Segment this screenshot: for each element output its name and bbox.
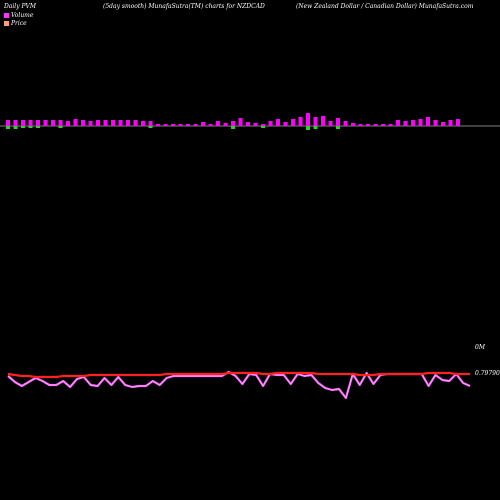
volume-bar xyxy=(186,124,190,126)
volume-value-label: 0M xyxy=(475,344,486,351)
volume-bar xyxy=(13,120,18,126)
legend-volume-label: Volume xyxy=(11,12,34,19)
volume-bar xyxy=(156,124,160,126)
volume-bar xyxy=(51,120,55,126)
volume-bar-down xyxy=(306,126,310,130)
volume-bar xyxy=(81,120,85,126)
volume-bar xyxy=(291,119,295,126)
volume-bar xyxy=(118,120,123,126)
legend-price-label: Price xyxy=(11,20,27,27)
volume-bar xyxy=(321,116,325,126)
volume-bar-down xyxy=(336,126,340,129)
volume-bar xyxy=(21,120,25,126)
volume-bar xyxy=(148,121,153,126)
volume-bar xyxy=(433,120,438,126)
chart-type-label: Daily PVM xyxy=(4,3,37,10)
volume-bar-down xyxy=(36,126,40,128)
chart-source: (New Zealand Dollar / Canadian Dollar) M… xyxy=(296,3,474,10)
volume-bar xyxy=(358,124,363,126)
volume-bar xyxy=(88,121,93,126)
volume-bar-down xyxy=(28,126,33,128)
volume-bar xyxy=(261,124,265,126)
volume-bar xyxy=(351,123,355,126)
volume-bar xyxy=(366,124,370,126)
legend-volume: Volume xyxy=(4,12,33,19)
volume-bar xyxy=(373,124,378,126)
volume-bar xyxy=(133,120,138,126)
volume-bar xyxy=(283,122,288,126)
volume-bar xyxy=(66,121,70,126)
volume-bar xyxy=(426,117,430,126)
volume-bar xyxy=(388,124,393,126)
volume-bar xyxy=(6,120,10,126)
volume-bar xyxy=(163,124,168,126)
volume-bar xyxy=(238,118,243,126)
volume-bar-down xyxy=(261,126,265,128)
volume-bar xyxy=(381,124,385,126)
volume-bar xyxy=(276,119,280,126)
volume-bar xyxy=(441,122,445,126)
legend-price-swatch xyxy=(4,21,9,26)
volume-bar xyxy=(246,122,250,126)
volume-bar-down xyxy=(58,126,63,128)
volume-bar xyxy=(193,124,198,126)
volume-bar xyxy=(141,121,145,126)
volume-bar xyxy=(268,121,273,126)
volume-bar xyxy=(111,120,115,126)
volume-bar xyxy=(328,121,333,126)
volume-bar xyxy=(178,124,183,126)
volume-bar-down xyxy=(13,126,18,129)
volume-bar xyxy=(343,121,348,126)
volume-bar xyxy=(313,117,318,126)
volume-bar xyxy=(336,118,340,126)
volume-bar xyxy=(231,121,235,126)
volume-bar xyxy=(126,120,130,126)
volume-bar xyxy=(58,120,63,126)
price-line xyxy=(7,371,470,379)
volume-bar xyxy=(28,120,33,126)
legend-price: Price xyxy=(4,20,27,27)
volume-bar xyxy=(208,124,213,126)
volume-bar xyxy=(456,119,460,126)
volume-bar xyxy=(403,121,408,126)
volume-bar xyxy=(96,120,100,126)
volume-bar xyxy=(201,122,205,126)
volume-bar xyxy=(448,120,453,126)
volume-bar xyxy=(223,123,228,126)
volume-bar xyxy=(171,124,175,126)
volume-bar xyxy=(73,119,78,126)
volume-bar xyxy=(418,119,423,126)
volume-bar xyxy=(43,120,48,126)
volume-bar xyxy=(306,113,310,126)
legend-volume-swatch xyxy=(4,13,9,18)
volume-bar-down xyxy=(313,126,318,129)
volume-bar xyxy=(411,120,415,126)
volume-bar-down xyxy=(148,126,153,128)
chart-title: (5day smooth) MunafaSutra(TM) charts for… xyxy=(103,3,265,10)
volume-bar xyxy=(298,117,303,126)
volume-bar-down xyxy=(6,126,10,129)
price-value-label: 0.79790 xyxy=(475,370,500,377)
volume-bar xyxy=(216,121,220,126)
volume-bar xyxy=(36,120,40,126)
volume-bar xyxy=(253,123,258,126)
volume-bar-down xyxy=(21,126,25,128)
volume-bar xyxy=(103,120,108,126)
volume-bar xyxy=(396,120,400,126)
volume-bar-down xyxy=(231,126,235,129)
